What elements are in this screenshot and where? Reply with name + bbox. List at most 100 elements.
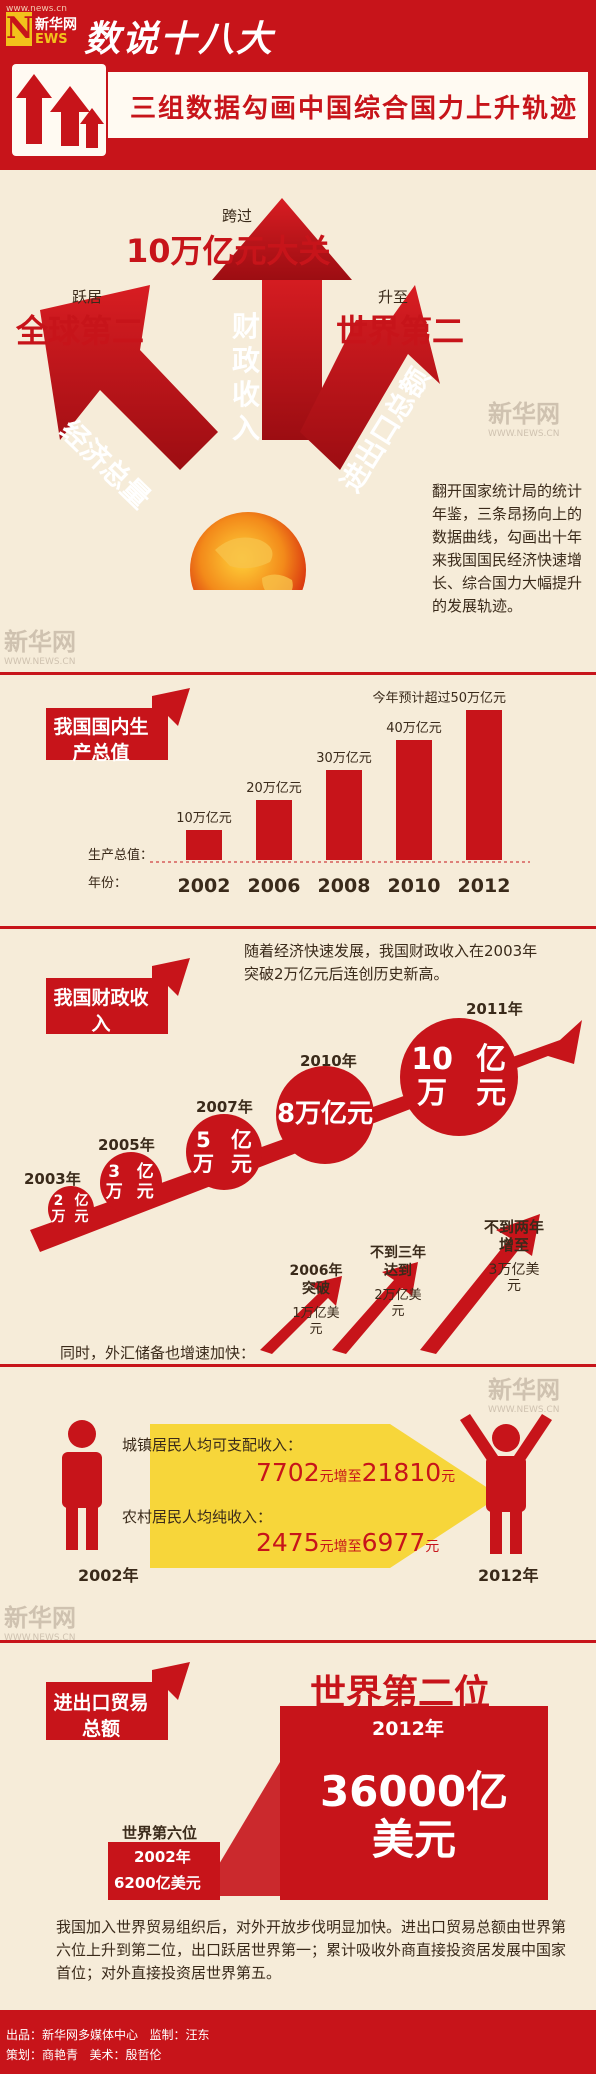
- gdp-data-label: 40万亿元: [386, 721, 442, 736]
- urban-mid: 增至: [333, 1469, 362, 1485]
- fiscal-year: 2010年: [300, 1052, 357, 1070]
- fiscal-headline: 10万亿元大关: [126, 232, 331, 270]
- gdp-year-tick: 2002: [178, 875, 231, 897]
- gdp-bar: [326, 770, 362, 860]
- xinhua-news-logo: N: [6, 11, 34, 46]
- footer-art: 美术：殷哲伦: [89, 2048, 162, 2062]
- left-arrow: [40, 285, 218, 470]
- watermark-3: 新华网 WWW.NEWS.CN: [488, 1376, 560, 1415]
- trade-label-arrow: [46, 1662, 190, 1740]
- trade-section-label: 进出口贸易总额: [53, 1692, 149, 1740]
- section-divider: [0, 672, 596, 675]
- fiscal-year: 2003年: [24, 1170, 81, 1188]
- income-year-end: 2012年: [478, 1566, 539, 1585]
- logo-ews: EWS: [35, 32, 68, 47]
- gdp-year-label: 年份：: [88, 876, 128, 891]
- urban-to: 21810: [361, 1458, 442, 1487]
- gdp-bar: [256, 800, 292, 860]
- trade-boxes: [200, 1706, 548, 1900]
- trade-value-2012-line2: 美元: [371, 1815, 456, 1864]
- section-divider: [0, 1640, 596, 1643]
- watermark-2: 新华网 WWW.NEWS.CN: [4, 628, 76, 667]
- fiscal-value-bubble: 10万 亿元: [400, 1018, 518, 1136]
- trade-rank-2002: 世界第六位: [122, 1824, 198, 1842]
- fiscal-year: 2011年: [466, 1000, 523, 1018]
- gdp-bar: [466, 710, 502, 860]
- fiscal-value-bubble: 8万 亿元: [276, 1066, 374, 1164]
- footer: [0, 2010, 596, 2074]
- gdp-bar: [186, 830, 222, 860]
- intro-text: 翻开国家统计局的统计年鉴，三条昂扬向上的数据曲线，勾画出十年来我国国民经济快速增…: [432, 482, 583, 615]
- trade-2012-box: [280, 1706, 548, 1900]
- income-year-start: 2002年: [78, 1566, 139, 1585]
- income-yellow-arrow: [150, 1424, 500, 1568]
- urban-from: 7702: [256, 1458, 320, 1487]
- trade-value-2002: 6200亿美元: [114, 1874, 201, 1892]
- three-arrows-graphic: [40, 198, 440, 590]
- gdp-data-label: 今年预计超过50万亿元: [372, 690, 506, 706]
- section-divider: [0, 1364, 596, 1367]
- forex-value: 3万亿美元: [488, 1262, 540, 1294]
- urban-unit2: 元: [441, 1469, 456, 1485]
- forex-caption: 不到三年达到: [370, 1245, 426, 1279]
- gdp-data-label: 10万亿元: [176, 811, 232, 826]
- gdp-value-label: 生产总值：: [88, 848, 154, 863]
- rural-income-values: 2475元增至6977元: [256, 1528, 439, 1557]
- site-url: www.news.cn: [6, 4, 67, 14]
- trade-prefix: 升至: [378, 288, 409, 306]
- gdp-year-tick: 2008: [318, 875, 371, 897]
- person-2002-icon: [62, 1420, 102, 1550]
- trade-value-2012: 36000亿 美元: [300, 1768, 528, 1864]
- urban-unit1: 元: [319, 1469, 334, 1485]
- footer-producer: 出品：新华网多媒体中心: [6, 2028, 139, 2042]
- gdp-data-label: 30万亿元: [316, 751, 372, 766]
- urban-income-label: 城镇居民人均可支配收入：: [122, 1436, 303, 1454]
- footer-planner: 策划：商艳青: [6, 2048, 79, 2062]
- rural-from: 2475: [256, 1528, 320, 1557]
- gdp-year-tick: 2010: [388, 875, 441, 897]
- rural-mid: 增至: [333, 1539, 362, 1555]
- fiscal-prefix: 跨过: [222, 207, 253, 225]
- gdp-bar-chart: 10万亿元 2002 20万亿元 2006 30万亿元 2008 40万亿元 2010 今年预计…: [150, 690, 530, 897]
- logo-text: 新华网: [35, 17, 77, 33]
- fiscal-section-label: 我国财政收入: [53, 987, 149, 1035]
- series-title: 数说十八大: [84, 19, 275, 60]
- right-arrow: [300, 285, 440, 470]
- forex-value: 2万亿美元: [374, 1288, 422, 1319]
- rural-to: 6977: [361, 1528, 426, 1557]
- forex-value: 1万亿美元: [292, 1306, 340, 1337]
- header-title-panel: [108, 72, 588, 138]
- forex-caption: 2006年突破: [289, 1263, 343, 1297]
- section-divider: [0, 926, 596, 929]
- fiscal-year: 2007年: [196, 1098, 253, 1116]
- gdp-year-tick: 2012: [458, 875, 511, 897]
- rural-income-label: 农村居民人均纯收入：: [122, 1508, 273, 1526]
- gdp-data-label: 20万亿元: [246, 781, 302, 796]
- trade-year-2012: 2012年: [372, 1718, 444, 1740]
- gdp-section-label: 我国国内生产总值: [53, 716, 149, 764]
- rural-unit2: 元: [425, 1539, 440, 1555]
- urban-income-values: 7702元增至21810元: [256, 1458, 455, 1487]
- footer-line-2: 策划：商艳青 美术：殷哲伦: [6, 2046, 161, 2063]
- person-2012-icon: [460, 1414, 552, 1554]
- forex-intro: 同时，外汇储备也增速加快：: [60, 1344, 256, 1362]
- rural-unit1: 元: [319, 1539, 334, 1555]
- income-graphic: [62, 1414, 552, 1568]
- trade-summary: 我国加入世界贸易组织后，对外开放步伐明显加快。进出口贸易总额由世界第六位上升到第…: [56, 1918, 567, 1982]
- fiscal-intro: 随着经济快速发展，我国财政收入在2003年突破2万亿元后连创历史新高。: [244, 942, 538, 983]
- trade-value-2012-line1: 36000亿: [319, 1767, 509, 1816]
- fiscal-value-bubble: 2万 亿元: [48, 1186, 94, 1232]
- watermark-4: 新华网 WWW.NEWS.CN: [4, 1604, 76, 1643]
- rising-arrows-icon: [12, 64, 106, 156]
- trade-year-2002: 2002年: [134, 1848, 191, 1866]
- center-arrow-label: 财政收入: [231, 310, 260, 445]
- page-title: 三组数据勾画中国综合国力上升轨迹: [130, 94, 579, 124]
- watermark-1: 新华网 WWW.NEWS.CN: [488, 400, 560, 439]
- gdp-year-tick: 2006: [248, 875, 301, 897]
- trade-headline: 世界第二: [336, 312, 465, 350]
- footer-line-1: 出品：新华网多媒体中心 监制：汪东: [6, 2026, 209, 2043]
- footer-supervisor: 监制：汪东: [149, 2028, 210, 2042]
- trade-2002-box: [108, 1842, 220, 1900]
- gdp-prefix: 跃居: [72, 288, 103, 306]
